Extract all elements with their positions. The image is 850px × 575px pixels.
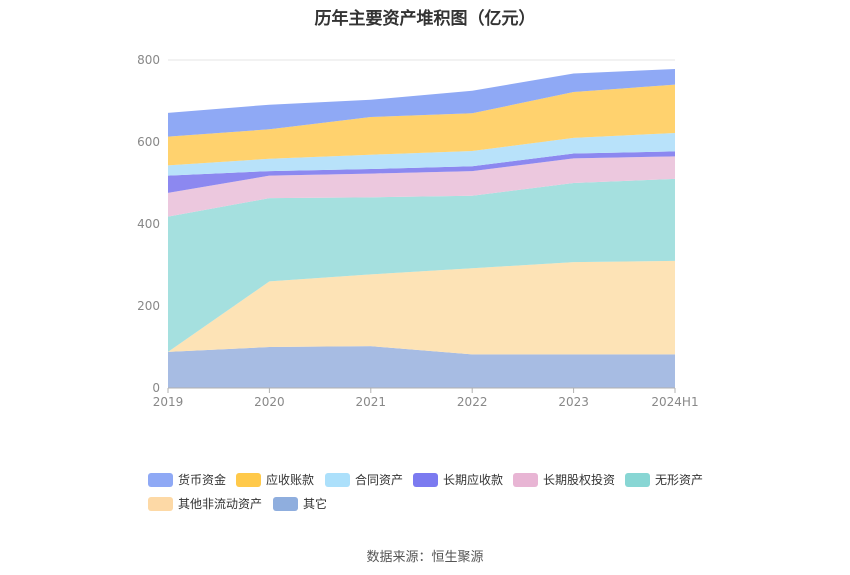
- legend-swatch: [325, 472, 350, 487]
- area-2: [168, 84, 675, 166]
- x-tick-label: 2021: [356, 395, 387, 409]
- data-source: 数据来源：恒生聚源: [366, 550, 484, 565]
- area-4: [168, 151, 675, 193]
- legend-item[interactable]: 合同资产: [325, 471, 403, 488]
- y-tick-label: 600: [137, 135, 160, 149]
- x-tick-label: 2023: [558, 395, 589, 409]
- area-3: [168, 132, 675, 176]
- area-5: [168, 156, 675, 217]
- legend-swatch: [148, 472, 173, 487]
- chart-title: 历年主要资产堆积图（亿元）: [314, 9, 536, 29]
- area-8: [168, 346, 675, 388]
- legend-item[interactable]: 其它: [273, 495, 327, 512]
- legend-label: 其它: [303, 497, 328, 511]
- legend-item[interactable]: 应收账款: [236, 471, 314, 488]
- legend-swatch: [625, 472, 650, 487]
- y-tick-label: 400: [137, 217, 160, 231]
- legend-item[interactable]: 长期股权投资: [513, 471, 615, 488]
- legend-label: 合同资产: [355, 473, 404, 487]
- area-7: [168, 260, 675, 355]
- legend-item[interactable]: 其他非流动资产: [148, 495, 262, 512]
- legend-swatch: [273, 496, 298, 511]
- legend-item[interactable]: 无形资产: [625, 471, 703, 488]
- legend-swatch: [236, 472, 261, 487]
- legend-swatch: [148, 496, 173, 511]
- x-tick-label: 2020: [254, 395, 285, 409]
- legend-item[interactable]: 货币资金: [148, 471, 226, 488]
- x-tick-label: 2024H1: [651, 395, 698, 409]
- x-tick-label: 2022: [457, 395, 488, 409]
- y-tick-label: 200: [137, 299, 160, 313]
- legend-item[interactable]: 长期应收款: [413, 471, 503, 488]
- legend-label: 长期应收款: [443, 473, 504, 487]
- area-1: [168, 69, 675, 137]
- legend-label: 其他非流动资产: [178, 497, 263, 511]
- legend-label: 应收账款: [266, 473, 315, 487]
- area-6: [168, 178, 675, 352]
- y-tick-label: 800: [137, 53, 160, 67]
- x-tick-label: 2019: [153, 395, 184, 409]
- legend-swatch: [413, 472, 438, 487]
- legend-label: 长期股权投资: [543, 473, 616, 487]
- legend-swatch: [513, 472, 538, 487]
- legend-label: 货币资金: [178, 473, 227, 487]
- y-tick-label: 0: [152, 381, 160, 395]
- legend-label: 无形资产: [655, 473, 704, 487]
